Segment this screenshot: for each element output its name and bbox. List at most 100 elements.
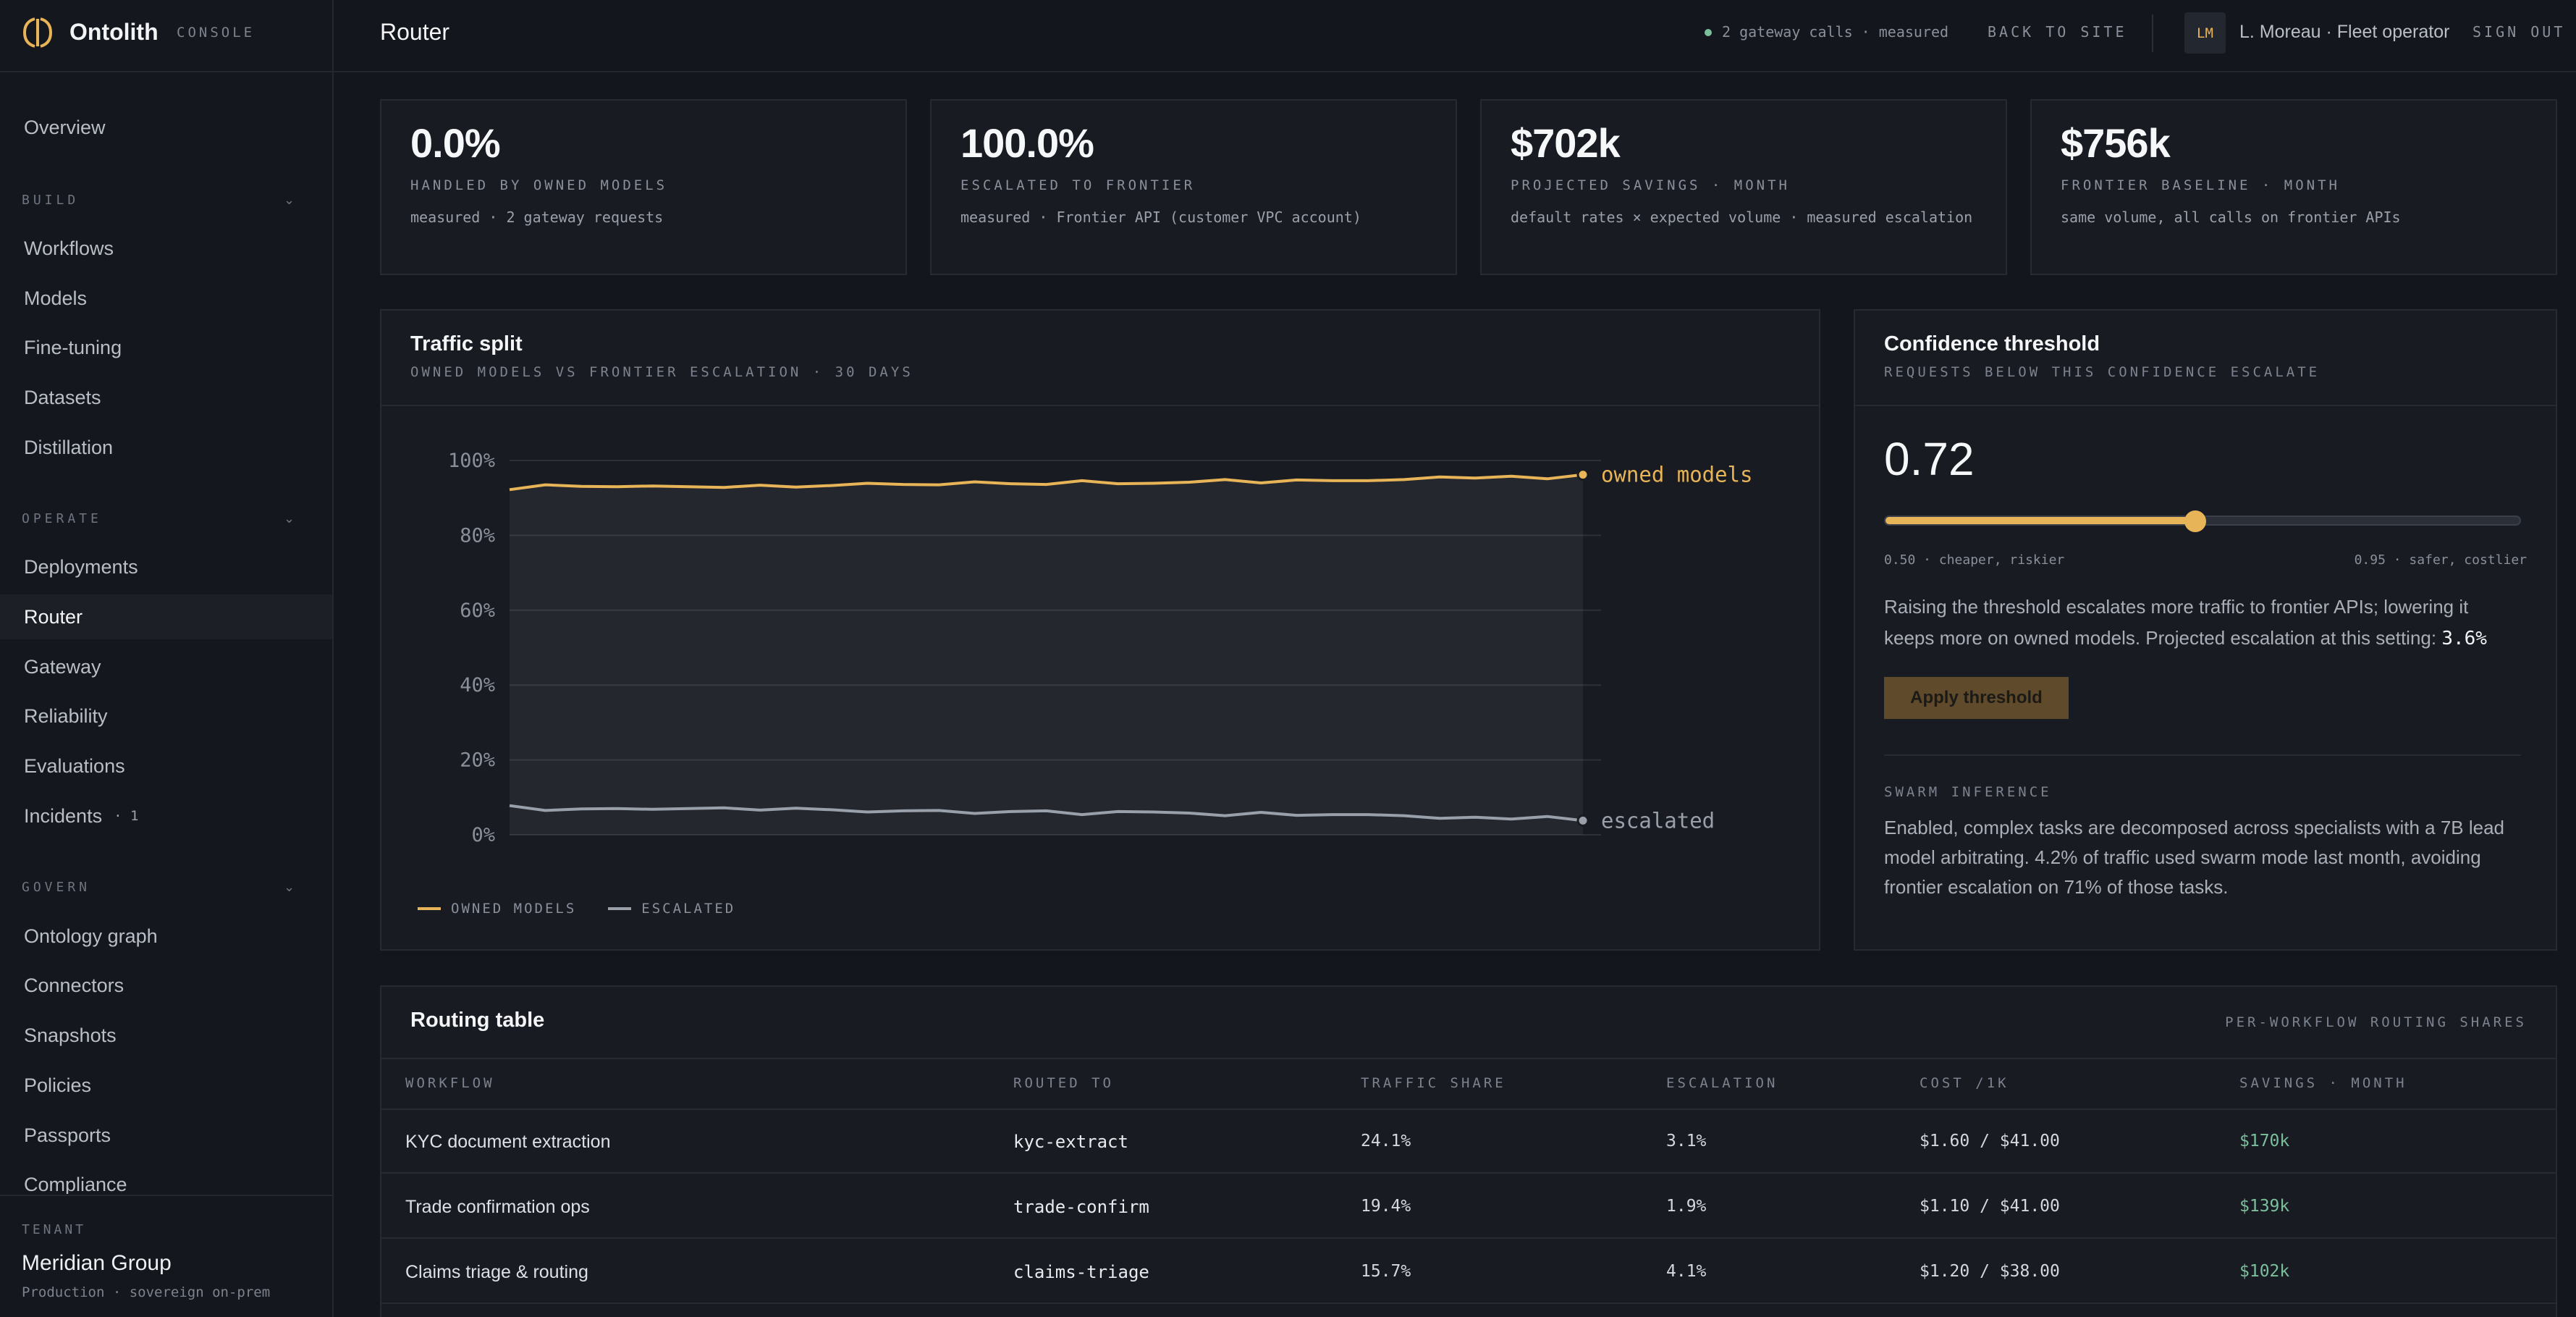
brand-name: Ontolith [69,19,159,45]
nav-group-govern: GOVERN [22,880,91,895]
status-dot-icon [1705,29,1712,36]
panel-title: Confidence threshold [1884,332,2100,355]
brand: Ontolith CONSOLE [0,0,332,72]
stat-value: 100.0% [960,120,1094,166]
stat-label: PROJECTED SAVINGS · MONTH [1511,177,1790,193]
sign-out-button[interactable]: SIGN OUT [2472,23,2566,41]
sidebar-item-label: Ontology graph [24,925,158,947]
projected-escalation: 3.6% [2441,628,2487,649]
gateway-status: 2 gateway calls · measured [1722,23,1949,41]
sidebar-item-connectors[interactable]: Connectors [0,963,332,1008]
sidebar-item-workflows[interactable]: Workflows [0,226,332,271]
sidebar-item-gateway[interactable]: Gateway [0,644,332,689]
stat-card-escalated: 100.0% ESCALATED TO FRONTIER measured · … [930,99,1457,275]
sidebar-item-label: Router [24,605,83,628]
incident-count-badge: · 1 [114,808,139,824]
threshold-slider[interactable] [1884,510,2521,532]
stat-value: $756k [2061,120,2171,166]
tenant-switcher[interactable]: TENANT Meridian Group Production · sover… [0,1195,332,1317]
sidebar-item-incidents[interactable]: Incidents · 1 [0,794,332,838]
top-header: Router 2 gateway calls · measured BACK T… [334,0,2576,72]
slider-handle[interactable] [2184,510,2207,532]
sidebar-item-label: Distillation [24,436,114,458]
cell-routed-to: kyc-extract [1013,1132,1128,1152]
table-row[interactable]: KYC document extraction kyc-extract 24.1… [381,1110,2556,1174]
traffic-split-chart: 100% 80% 60% 40% 20% 0% owned models escalated [448,450,1753,846]
ontolith-logo-icon [22,17,53,48]
user-name: L. Moreau · Fleet operator [2239,22,2450,42]
swarm-inference-text: Enabled, complex tasks are decomposed ac… [1884,817,2504,898]
avatar[interactable]: LM [2184,12,2226,54]
cell-workflow: Trade confirmation ops [405,1197,590,1217]
sidebar-item-router[interactable]: Router [0,594,332,639]
sidebar-item-models[interactable]: Models [0,276,332,321]
series-label-owned: owned models [1601,463,1753,487]
chevron-down-icon[interactable]: ⌄ [284,880,295,894]
cell-routed-to: claims-triage [1013,1262,1149,1282]
sidebar: Ontolith CONSOLE Overview BUILD ⌄ Workfl… [0,0,334,1317]
sidebar-item-fine-tuning[interactable]: Fine-tuning [0,325,332,370]
y-tick-label: 20% [460,749,495,772]
stat-card-owned: 0.0% HANDLED BY OWNED MODELS measured · … [380,99,907,275]
table-header-divider [381,1108,2556,1110]
threshold-description-text: Raising the threshold escalates more tra… [1884,596,2469,649]
brand-subtitle: CONSOLE [177,25,256,41]
series-endpoint-owned [1576,468,1589,481]
sidebar-item-reliability[interactable]: Reliability [0,694,332,739]
legend-swatch-owned [418,907,441,910]
sidebar-item-label: Connectors [24,974,124,996]
sidebar-item-label: Snapshots [24,1024,117,1046]
panel-divider [381,405,1819,406]
sidebar-item-snapshots[interactable]: Snapshots [0,1013,332,1058]
table-note: PER-WORKFLOW ROUTING SHARES [2225,1014,2527,1030]
panel-subtitle: REQUESTS BELOW THIS CONFIDENCE ESCALATE [1884,364,2320,380]
table-title: Routing table [410,1009,545,1032]
legend-label-escalated: ESCALATED [641,901,736,917]
y-tick-label: 40% [460,674,495,697]
cell-savings: $102k [2239,1262,2290,1281]
panel-subtitle: OWNED MODELS VS FRONTIER ESCALATION · 30… [410,364,913,380]
column-header-routed-to: ROUTED TO [1013,1075,1114,1091]
sidebar-item-distillation[interactable]: Distillation [0,425,332,470]
stat-note: default rates × expected volume · measur… [1511,209,1973,226]
cell-routed-to: trade-confirm [1013,1197,1149,1217]
series-line-escalated [509,804,1584,822]
routing-table-panel: Routing table PER-WORKFLOW ROUTING SHARE… [380,985,2557,1317]
tenant-environment: Production · sovereign on-prem [22,1284,271,1300]
threshold-description: Raising the threshold escalates more tra… [1884,592,2521,655]
sidebar-item-label: Overview [24,116,106,138]
series-label-escalated: escalated [1601,808,1715,833]
sidebar-item-label: Policies [24,1074,92,1096]
stat-value: $702k [1511,120,1621,166]
table-divider [381,1058,2556,1059]
sidebar-item-compliance[interactable]: Compliance [0,1162,332,1194]
sidebar-item-label: Models [24,287,88,309]
stat-value: 0.0% [410,120,501,166]
panel-title: Traffic split [410,332,523,355]
sidebar-item-policies[interactable]: Policies [0,1063,332,1108]
column-header-workflow: WORKFLOW [405,1075,495,1091]
sidebar-item-evaluations[interactable]: Evaluations [0,744,332,788]
cell-savings: $139k [2239,1197,2290,1216]
column-header-cost: COST /1K [1920,1075,2009,1091]
sidebar-item-ontology-graph[interactable]: Ontology graph [0,914,332,959]
table-row[interactable]: Trade confirmation ops trade-confirm 19.… [381,1175,2556,1239]
chevron-down-icon[interactable]: ⌄ [284,511,295,526]
chart-legend: OWNED MODELS ESCALATED [418,901,735,917]
column-header-savings: SAVINGS · MONTH [2239,1075,2407,1091]
table-row[interactable]: Claims triage & routing claims-triage 15… [381,1240,2556,1304]
chevron-down-icon[interactable]: ⌄ [284,193,295,207]
apply-threshold-button[interactable]: Apply threshold [1884,677,2069,719]
sidebar-item-passports[interactable]: Passports [0,1113,332,1158]
sidebar-item-overview[interactable]: Overview [0,105,332,150]
back-to-site-link[interactable]: BACK TO SITE [1988,23,2127,41]
sidebar-item-deployments[interactable]: Deployments [0,544,332,589]
sidebar-item-datasets[interactable]: Datasets [0,375,332,420]
cell-escalation: 1.9% [1666,1197,1707,1216]
cell-savings: $170k [2239,1132,2290,1150]
stat-label: FRONTIER BASELINE · MONTH [2061,177,2340,193]
confidence-threshold-panel: Confidence threshold REQUESTS BELOW THIS… [1854,309,2557,951]
nav-group-operate: OPERATE [22,511,102,526]
swarm-inference-label: SWARM INFERENCE [1884,784,2052,800]
tenant-label: TENANT [22,1222,87,1237]
